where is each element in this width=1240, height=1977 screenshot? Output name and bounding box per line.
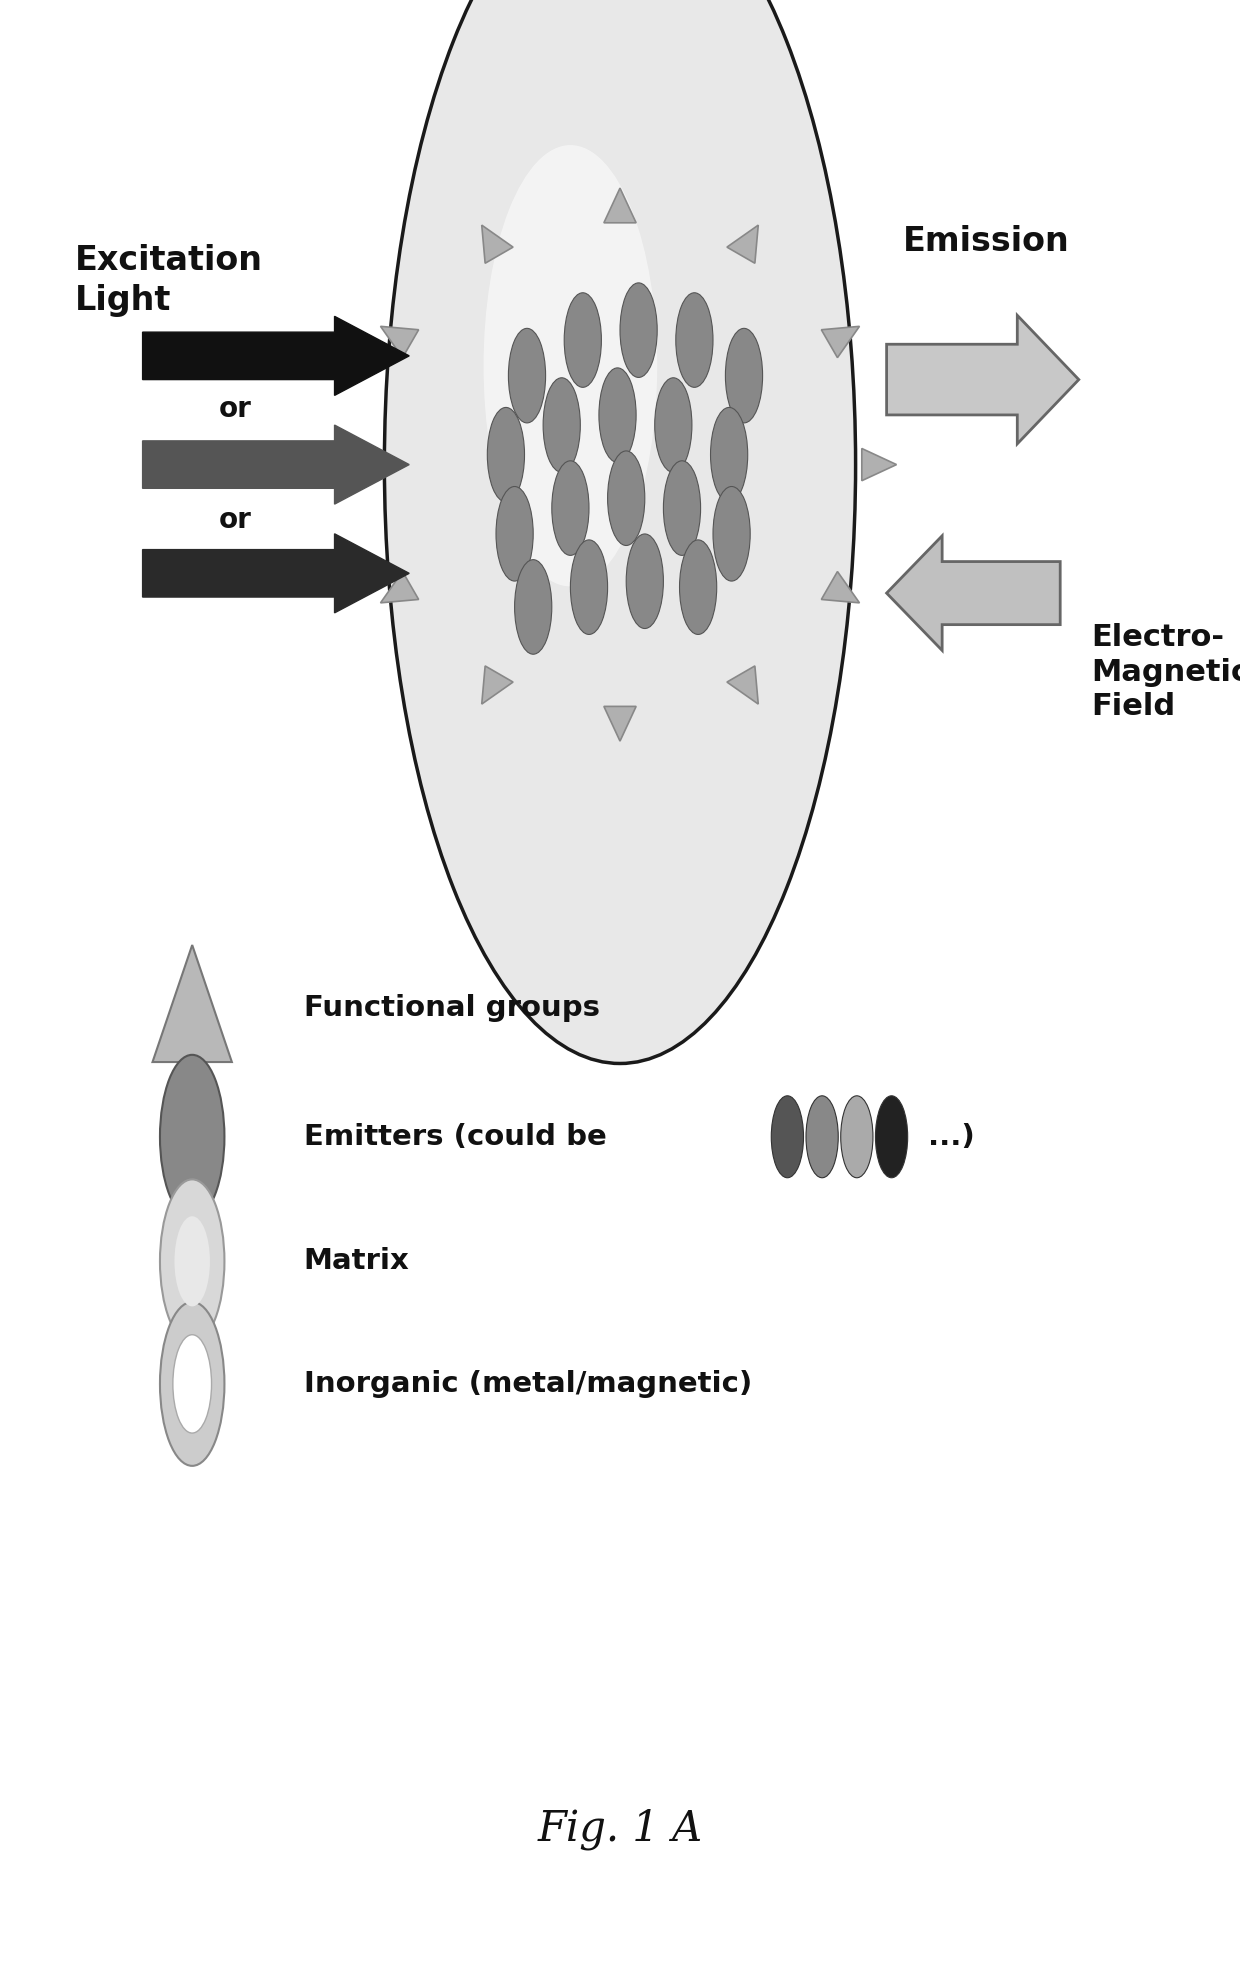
Text: or: or [219,506,252,534]
Ellipse shape [484,144,657,587]
Ellipse shape [160,1180,224,1342]
Ellipse shape [496,486,533,581]
Ellipse shape [160,1056,224,1218]
Text: Matrix: Matrix [304,1247,409,1275]
Polygon shape [821,571,859,603]
Ellipse shape [564,293,601,387]
Ellipse shape [875,1095,908,1178]
Ellipse shape [599,368,636,463]
Polygon shape [604,188,636,223]
Ellipse shape [711,407,748,502]
Polygon shape [143,316,409,395]
Ellipse shape [713,486,750,581]
Ellipse shape [676,293,713,387]
Text: Emitters (could be: Emitters (could be [304,1123,616,1151]
Text: Fig. 1 A: Fig. 1 A [537,1807,703,1850]
Polygon shape [381,326,419,358]
Ellipse shape [841,1095,873,1178]
Polygon shape [821,326,859,358]
Ellipse shape [655,378,692,473]
Ellipse shape [725,328,763,423]
Ellipse shape [543,378,580,473]
Ellipse shape [570,540,608,635]
Ellipse shape [608,451,645,546]
Text: Excitation
Light: Excitation Light [74,245,263,316]
Text: Electro-
Magnetic
Field: Electro- Magnetic Field [1091,623,1240,722]
Polygon shape [604,706,636,741]
Ellipse shape [487,407,525,502]
Ellipse shape [771,1095,804,1178]
Polygon shape [727,666,759,704]
Ellipse shape [806,1095,838,1178]
Ellipse shape [552,461,589,556]
Ellipse shape [663,461,701,556]
Ellipse shape [384,0,856,1064]
Text: ...): ...) [928,1123,975,1151]
Text: Emission: Emission [903,225,1069,257]
Ellipse shape [175,1216,210,1307]
Polygon shape [862,449,897,480]
Polygon shape [887,314,1079,443]
Ellipse shape [508,328,546,423]
Polygon shape [481,666,513,704]
Polygon shape [381,571,419,603]
Polygon shape [727,225,759,263]
Polygon shape [343,449,378,480]
Ellipse shape [160,1303,224,1465]
Text: or: or [219,395,252,423]
Polygon shape [482,225,513,263]
Polygon shape [887,536,1060,650]
Text: Inorganic (metal/magnetic): Inorganic (metal/magnetic) [304,1370,751,1398]
Ellipse shape [680,540,717,635]
Polygon shape [143,534,409,613]
Ellipse shape [515,559,552,654]
Ellipse shape [626,534,663,629]
Polygon shape [153,945,232,1062]
Polygon shape [143,425,409,504]
Ellipse shape [620,283,657,378]
Ellipse shape [172,1334,212,1433]
Text: Functional groups: Functional groups [304,994,600,1022]
